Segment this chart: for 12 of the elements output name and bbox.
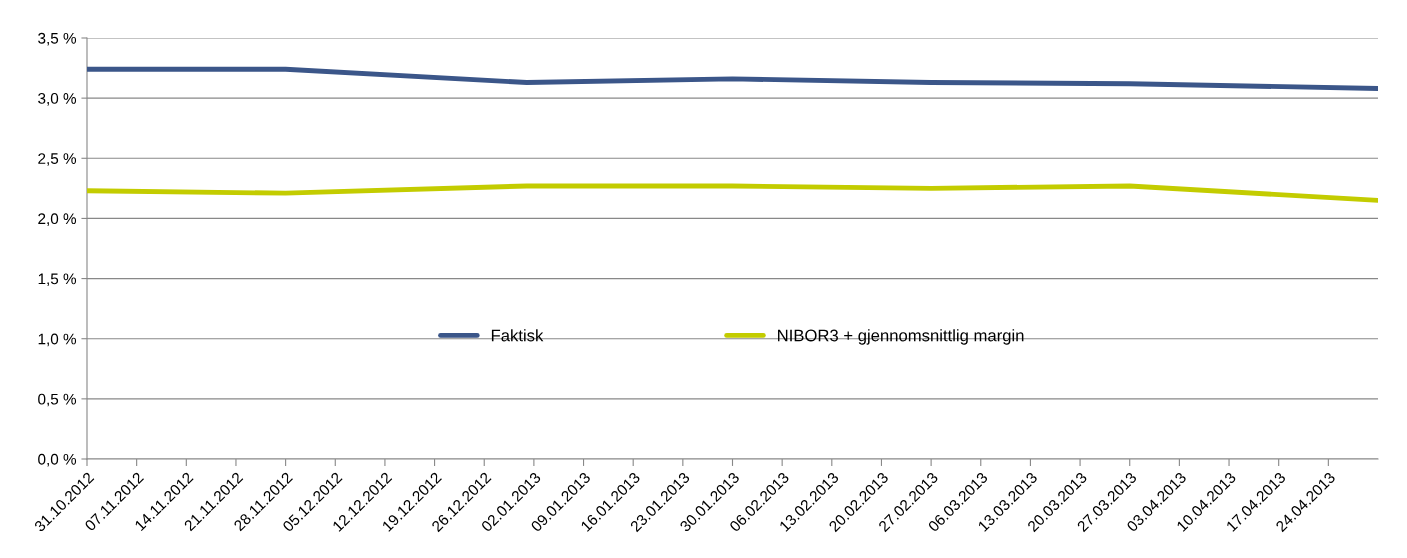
legend-label: NIBOR3 + gjennomsnittlig margin [778, 329, 1024, 345]
y-tick-label: 0,5 % [38, 393, 77, 407]
legend-label: Faktisk [491, 329, 544, 342]
line-series [87, 66, 1378, 91]
y-tick-label: 3,5 % [38, 32, 77, 46]
y-tick-label: 1,5 % [38, 273, 77, 287]
y-tick-label: 0,0 % [38, 453, 77, 467]
y-tick-label: 1,0 % [38, 333, 77, 347]
y-tick-label: 3,0 % [38, 93, 77, 106]
line-series [87, 183, 1378, 203]
y-tick-label: 2,5 % [38, 153, 77, 166]
y-tick-label: 2,0 % [38, 213, 77, 226]
